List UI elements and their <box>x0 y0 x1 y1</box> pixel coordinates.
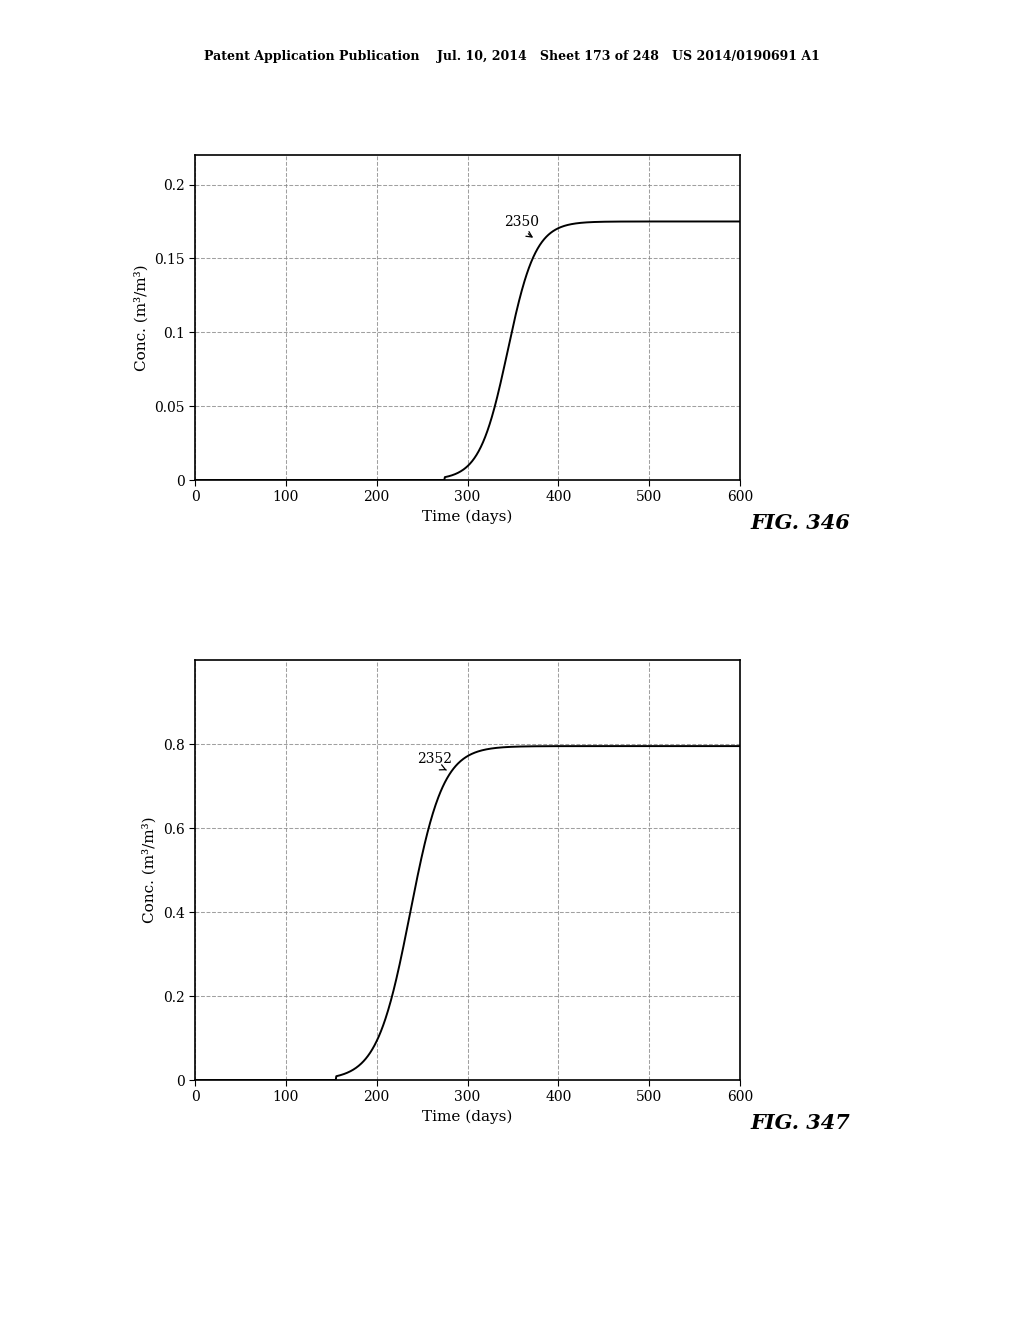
Y-axis label: Conc. (m³/m³): Conc. (m³/m³) <box>134 264 148 371</box>
Text: 2350: 2350 <box>504 215 539 238</box>
X-axis label: Time (days): Time (days) <box>422 510 513 524</box>
Text: FIG. 346: FIG. 346 <box>751 513 850 533</box>
X-axis label: Time (days): Time (days) <box>422 1110 513 1125</box>
Text: 2352: 2352 <box>418 752 453 770</box>
Text: Patent Application Publication    Jul. 10, 2014   Sheet 173 of 248   US 2014/019: Patent Application Publication Jul. 10, … <box>204 50 820 63</box>
Text: FIG. 347: FIG. 347 <box>751 1113 850 1133</box>
Y-axis label: Conc. (m³/m³): Conc. (m³/m³) <box>142 817 157 923</box>
